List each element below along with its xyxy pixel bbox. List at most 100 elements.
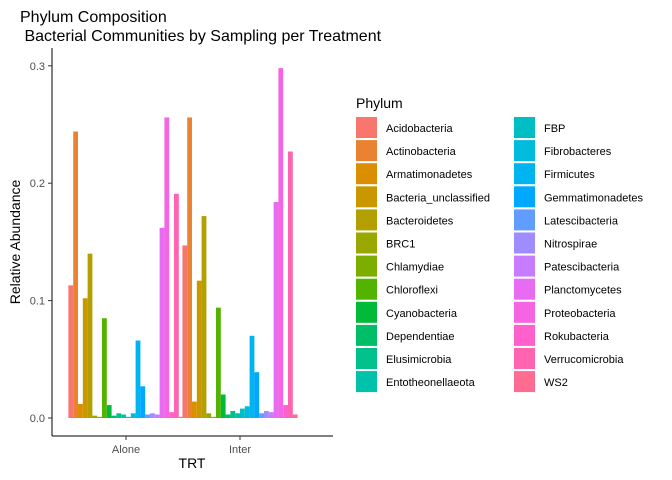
legend-swatch <box>356 301 377 323</box>
bar-inter-bacteroidetes <box>201 216 207 418</box>
bar-alone-actinobacteria <box>73 131 78 419</box>
bar-alone-proteobacteria <box>164 117 170 419</box>
bar-alone-nitrospirae <box>150 413 155 418</box>
legend-swatch <box>356 117 377 138</box>
bar-alone-verrucomicrobia <box>174 193 179 418</box>
legend-swatch <box>356 140 377 162</box>
bar-alone-bacteria-unclassified <box>82 298 88 418</box>
chart-subtitle: Bacterial Communities by Sampling per Tr… <box>20 28 382 45</box>
legend-swatch <box>356 186 377 208</box>
legend-title: Phylum <box>356 95 403 111</box>
legend-label: Verrucomicrobia <box>544 354 624 366</box>
bar-inter-dependentiae <box>225 414 231 418</box>
bar-inter-actinobacteria <box>187 117 192 419</box>
legend-swatch <box>514 278 535 300</box>
bar-alone-armatimonadetes <box>78 403 83 418</box>
bar-inter-entotheonellaeota <box>235 413 240 418</box>
legend-swatch <box>514 301 535 323</box>
bar-inter-patescibacteria <box>268 412 274 418</box>
bar-alone-patescibacteria <box>154 414 160 418</box>
x-axis-ticks: Alone Inter <box>112 436 251 456</box>
chart-title: Phylum Composition <box>20 9 167 26</box>
legend-label: Elusimicrobia <box>386 354 452 366</box>
legend-label: Nitrospirae <box>544 239 597 251</box>
legend-swatch <box>514 140 535 162</box>
y-tick-label: 0.1 <box>30 296 45 308</box>
bar-inter-nitrospirae <box>264 410 269 418</box>
legend-label: WS2 <box>544 377 568 389</box>
y-axis-title: Relative Abundance <box>7 180 23 305</box>
legend-swatch <box>356 324 377 346</box>
y-tick-label: 0.0 <box>30 413 45 425</box>
legend-swatch <box>514 232 535 254</box>
y-tick-label: 0.3 <box>30 61 45 73</box>
bar-inter-armatimonadetes <box>192 401 197 418</box>
legend-label: Bacteroidetes <box>386 215 454 227</box>
legend-swatch <box>356 278 377 300</box>
bar-inter-proteobacteria <box>278 68 284 419</box>
legend-label: Entotheonellaeota <box>386 377 476 389</box>
bar-inter-chlamydiae <box>211 416 216 418</box>
bar-alone-rokubacteria <box>169 412 174 418</box>
bar-inter-rokubacteria <box>283 405 288 418</box>
legend-label: Dependentiae <box>386 331 455 343</box>
bar-alone-chlamydiae <box>97 416 102 418</box>
x-tick-label: Alone <box>112 444 140 456</box>
legend-label: Firmicutes <box>544 169 595 181</box>
bar-alone-fbp <box>126 416 131 418</box>
bars-layer <box>68 68 298 419</box>
y-tick-label: 0.2 <box>30 178 45 190</box>
bar-inter-gemmatimonadetes <box>254 372 260 418</box>
legend-label: Proteobacteria <box>544 308 616 320</box>
bar-alone-gemmatimonadetes <box>140 386 146 418</box>
bar-inter-ws2 <box>292 414 298 418</box>
bar-inter-acidobacteria <box>182 245 188 418</box>
legend-swatch <box>514 186 535 208</box>
bar-inter-cyanobacteria <box>220 394 226 418</box>
legend-swatch <box>356 232 377 254</box>
legend-swatch <box>514 209 535 231</box>
x-tick-label: Inter <box>229 444 251 456</box>
bar-inter-bacteria-unclassified <box>196 280 202 418</box>
bar-alone-dependentiae <box>111 415 117 418</box>
legend-label: Chloroflexi <box>386 285 438 297</box>
legend-swatch <box>514 324 535 346</box>
legend-label: Bacteria_unclassified <box>386 192 490 204</box>
legend-label: BRC1 <box>386 239 415 251</box>
bar-inter-elusimicrobia <box>230 410 236 418</box>
bar-inter-planctomycetes <box>273 201 279 418</box>
legend-label: Actinobacteria <box>386 146 457 158</box>
legend-swatch <box>356 163 377 185</box>
bar-alone-latescibacteria <box>145 414 150 418</box>
bar-inter-verrucomicrobia <box>288 151 293 418</box>
legend-label: Latescibacteria <box>544 215 619 227</box>
bar-inter-fibrobacteres <box>244 406 250 418</box>
legend-swatch <box>514 255 535 277</box>
bar-inter-brc1 <box>206 413 212 418</box>
y-axis-ticks: 0.0 0.1 0.2 0.3 <box>30 61 52 425</box>
legend-label: FBP <box>544 123 565 135</box>
bar-alone-elusimicrobia <box>116 413 122 418</box>
legend-label: Cyanobacteria <box>386 308 458 320</box>
bar-alone-fibrobacteres <box>130 413 136 418</box>
legend-label: Chlamydiae <box>386 262 444 274</box>
legend-swatch <box>514 371 535 393</box>
legend-swatch <box>514 117 535 138</box>
legend-label: Fibrobacteres <box>544 146 612 158</box>
legend-swatch <box>356 348 377 369</box>
bar-inter-fbp <box>240 408 245 418</box>
bar-alone-cyanobacteria <box>106 405 112 418</box>
bar-alone-entotheonellaeota <box>121 414 126 418</box>
bar-alone-ws2 <box>178 416 184 418</box>
bar-alone-planctomycetes <box>159 227 165 418</box>
bar-alone-firmicutes <box>135 340 141 418</box>
legend-label: Rokubacteria <box>544 331 610 343</box>
bar-alone-chloroflexi <box>102 318 107 418</box>
legend-swatch <box>356 255 377 277</box>
legend-label: Acidobacteria <box>386 123 454 135</box>
bar-inter-chloroflexi <box>216 307 221 418</box>
legend: Acidobacteria Actinobacteria Armatimonadet… <box>356 117 644 393</box>
bar-inter-firmicutes <box>249 335 255 418</box>
bar-inter-latescibacteria <box>259 413 264 418</box>
legend-label: Patescibacteria <box>544 262 620 274</box>
